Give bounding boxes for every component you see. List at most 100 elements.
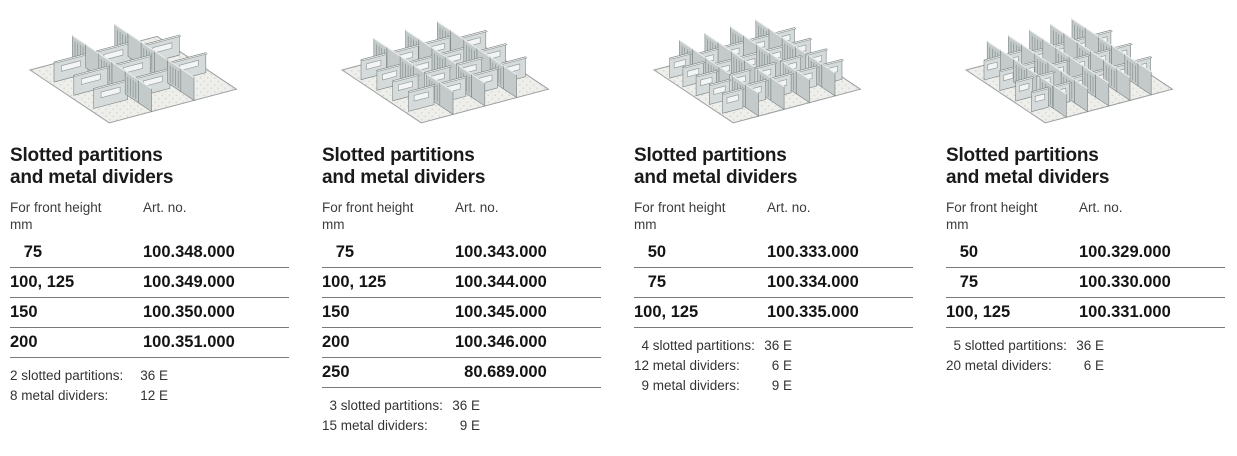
product-title: Slotted partitions and metal dividers — [322, 145, 612, 189]
product-title: Slotted partitions and metal dividers — [946, 145, 1236, 189]
catalog-panels-grid: Slotted partitions and metal dividers Fo… — [10, 6, 1236, 436]
table-row: 150 100.345.000 — [322, 298, 601, 328]
note-label: 5 slotted partitions: — [946, 338, 1067, 353]
art-no-value: 100.329.000 — [1079, 243, 1171, 261]
note-row: 4 slotted partitions: 36 E — [634, 336, 793, 356]
drawer-illustration — [634, 6, 924, 140]
note-row: 9 metal dividers: 9 E — [634, 376, 793, 396]
note-value: 6 E — [1083, 358, 1104, 373]
note-row: 5 slotted partitions: 36 E — [946, 336, 1105, 356]
note-label: 12 metal dividers: — [634, 358, 740, 373]
front-height-value: 75 — [10, 243, 43, 261]
product-panel-4: Slotted partitions and metal dividers Fo… — [946, 6, 1236, 436]
included-parts-notes: 4 slotted partitions: 36 E 12 metal divi… — [634, 336, 924, 396]
note-row: 15 metal dividers: 9 E — [322, 416, 480, 436]
col-header-art-no: Art. no. — [1079, 200, 1123, 215]
front-height-value: 50 — [634, 243, 667, 261]
note-row: 8 metal dividers: 12 E — [10, 386, 168, 406]
front-height-value: 100, 125 — [946, 303, 1011, 321]
art-no-value: 100.351.000 — [143, 333, 235, 351]
col-header-front-height-line1: For front height — [946, 200, 1038, 215]
note-value: 6 E — [771, 358, 792, 373]
product-panel-2: Slotted partitions and metal dividers Fo… — [322, 6, 612, 436]
table-row: 50 100.329.000 — [946, 238, 1225, 268]
table-row: 250 80.689.000 — [322, 358, 601, 388]
art-no-value: 100.350.000 — [143, 303, 235, 321]
art-no-value: 100.334.000 — [767, 273, 859, 291]
front-height-value: 100, 125 — [634, 303, 699, 321]
note-label: 8 metal dividers: — [10, 388, 109, 403]
note-row: 2 slotted partitions: 36 E — [10, 366, 168, 386]
note-value: 36 E — [764, 338, 792, 353]
table-row: 200 100.346.000 — [322, 328, 601, 358]
product-title-line1: Slotted partitions — [634, 145, 787, 166]
product-panel-3: Slotted partitions and metal dividers Fo… — [634, 6, 924, 436]
drawer-illustration — [322, 6, 612, 140]
art-no-value: 100.349.000 — [143, 273, 235, 291]
front-height-value: 100, 125 — [322, 273, 387, 291]
art-no-value: 100.344.000 — [455, 273, 547, 291]
front-height-value: 100, 125 — [10, 273, 75, 291]
col-header-front-height-line1: For front height — [634, 200, 726, 215]
table-row: 100, 125 100.344.000 — [322, 268, 601, 298]
col-header-mm: mm — [946, 217, 969, 232]
art-no-value: 100.335.000 — [767, 303, 859, 321]
table-header: For front height mm Art. no. — [946, 199, 1225, 233]
product-title: Slotted partitions and metal dividers — [634, 145, 924, 189]
col-header-mm: mm — [10, 217, 33, 232]
note-row: 3 slotted partitions: 36 E — [322, 396, 481, 416]
table-row: 50 100.333.000 — [634, 238, 913, 268]
product-title-line1: Slotted partitions — [946, 145, 1099, 166]
front-height-value: 150 — [10, 303, 38, 321]
col-header-front-height: For front height mm — [634, 199, 767, 233]
table-row: 100, 125 100.349.000 — [10, 268, 289, 298]
note-value: 9 E — [771, 378, 792, 393]
front-height-value: 75 — [322, 243, 355, 261]
front-height-value: 50 — [946, 243, 979, 261]
product-title-line1: Slotted partitions — [10, 145, 163, 166]
drawer-isometric-drawing-icon — [964, 18, 1174, 124]
col-header-front-height-line1: For front height — [322, 200, 414, 215]
art-no-value: 100.333.000 — [767, 243, 859, 261]
note-value: 36 E — [452, 398, 480, 413]
table-row: 200 100.351.000 — [10, 328, 289, 358]
note-label: 3 slotted partitions: — [322, 398, 443, 413]
product-title: Slotted partitions and metal dividers — [10, 145, 300, 189]
front-height-value: 200 — [10, 333, 38, 351]
drawer-isometric-drawing-icon — [28, 24, 238, 124]
col-header-front-height: For front height mm — [946, 199, 1079, 233]
col-header-front-height-line1: For front height — [10, 200, 102, 215]
table-row: 75 100.334.000 — [634, 268, 913, 298]
art-no-value: 100.343.000 — [455, 243, 547, 261]
note-label: 4 slotted partitions: — [634, 338, 755, 353]
table-row: 100, 125 100.335.000 — [634, 298, 913, 328]
table-row: 75 100.348.000 — [10, 238, 289, 268]
table-header: For front height mm Art. no. — [10, 199, 289, 233]
col-header-art-no: Art. no. — [767, 200, 811, 215]
table-row: 75 100.330.000 — [946, 268, 1225, 298]
product-title-line2: and metal dividers — [10, 167, 174, 188]
col-header-front-height: For front height mm — [10, 199, 143, 233]
product-title-line2: and metal dividers — [946, 167, 1110, 188]
table-row: 75 100.343.000 — [322, 238, 601, 268]
note-label: 20 metal dividers: — [946, 358, 1052, 373]
product-panel-1: Slotted partitions and metal dividers Fo… — [10, 6, 300, 436]
note-label: 9 metal dividers: — [634, 378, 740, 393]
drawer-isometric-drawing-icon — [652, 19, 862, 124]
included-parts-notes: 2 slotted partitions: 36 E 8 metal divid… — [10, 366, 300, 406]
product-title-line2: and metal dividers — [634, 167, 798, 188]
note-row: 12 metal dividers: 6 E — [634, 356, 792, 376]
note-value: 36 E — [1076, 338, 1104, 353]
product-title-line2: and metal dividers — [322, 167, 486, 188]
art-no-value: 100.346.000 — [455, 333, 547, 351]
drawer-illustration — [946, 6, 1236, 140]
art-no-value: 100.348.000 — [143, 243, 235, 261]
table-header: For front height mm Art. no. — [634, 199, 913, 233]
art-no-value: 100.331.000 — [1079, 303, 1171, 321]
note-label: 15 metal dividers: — [322, 418, 428, 433]
drawer-isometric-drawing-icon — [340, 21, 550, 124]
included-parts-notes: 3 slotted partitions: 36 E 15 metal divi… — [322, 396, 612, 436]
product-title-line1: Slotted partitions — [322, 145, 475, 166]
front-height-value: 75 — [634, 273, 667, 291]
table-header: For front height mm Art. no. — [322, 199, 601, 233]
